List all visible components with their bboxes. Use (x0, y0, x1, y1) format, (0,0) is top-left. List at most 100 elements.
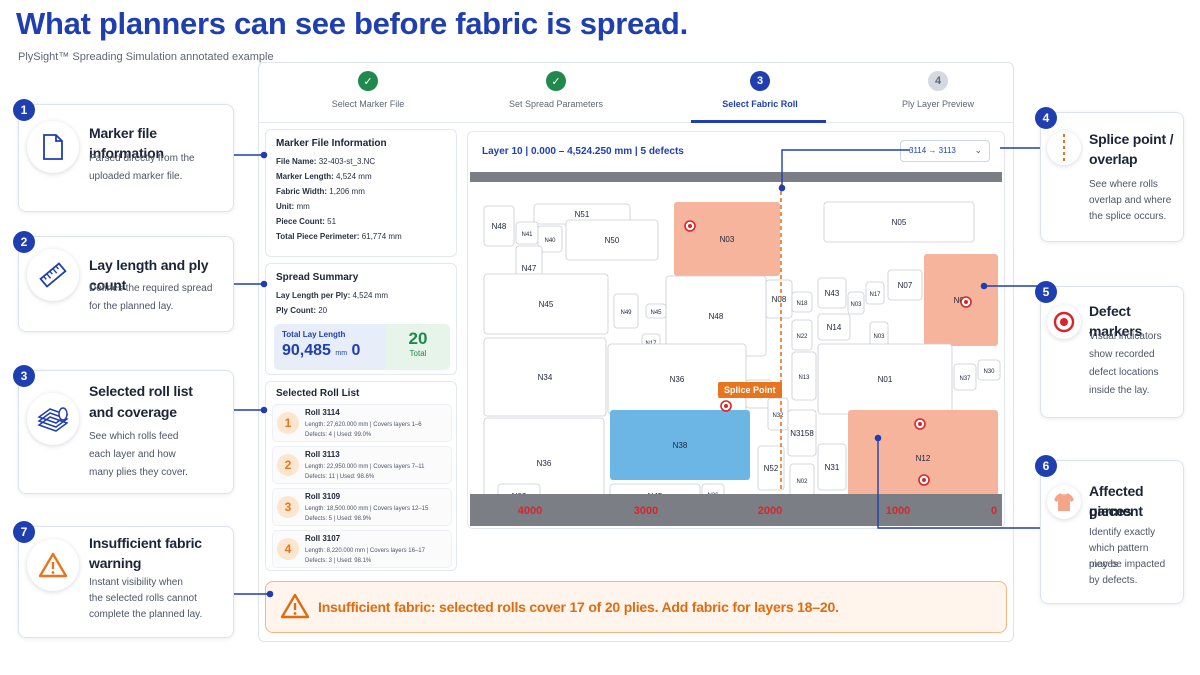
roll-item[interactable]: 4 Roll 3107 Length: 8,220.000 mm | Cover… (272, 530, 452, 568)
pattern-piece-n17[interactable] (865, 281, 885, 305)
pattern-piece-n07[interactable] (887, 269, 923, 301)
roll-transition-select[interactable]: 3114 → 3113 ⌄ (900, 140, 990, 162)
callout-defect-markers: 5 Defect markers Visual indicators show … (1035, 281, 1184, 418)
pattern-piece-n50[interactable] (565, 219, 659, 261)
splice-point-label: Splice Point (718, 382, 782, 398)
pattern-piece-n45[interactable] (483, 273, 609, 335)
pattern-piece-n43[interactable] (817, 277, 847, 309)
callout-number: 5 (1035, 281, 1057, 303)
defect-marker-icon[interactable] (960, 296, 972, 308)
pattern-piece-label: N18 (796, 301, 808, 307)
callout-body-2: the selected rolls cannot (89, 593, 197, 604)
marker-info-row: Marker Length: 4,524 mm (276, 172, 372, 181)
pattern-piece-label: N12 (916, 454, 931, 463)
pattern-piece-label: N36 (537, 459, 552, 468)
callout-title: Marker file information (89, 125, 164, 161)
callout-number: 6 (1035, 455, 1057, 477)
callout-title: Lay length and ply count (89, 257, 209, 293)
check-icon: ✓ (358, 71, 378, 91)
ruler-icon (27, 249, 79, 301)
pattern-piece-n3158[interactable] (787, 409, 817, 457)
pattern-piece-label: N14 (827, 323, 842, 332)
defect-marker-icon[interactable] (720, 400, 732, 412)
total-ply-count-label: Total (409, 349, 427, 358)
pattern-piece-n38[interactable] (610, 410, 750, 480)
pattern-piece-label: N01 (878, 375, 893, 384)
pattern-piece-n31[interactable] (817, 443, 847, 491)
step-set-spread-parameters[interactable]: ✓ Set Spread Parameters (481, 71, 631, 109)
document-icon (27, 121, 79, 173)
pattern-piece-n37[interactable] (953, 363, 977, 391)
callout-title: Defect markers (1089, 303, 1143, 339)
pattern-piece-label: N3158 (790, 429, 814, 438)
pattern-piece-n13[interactable] (791, 351, 817, 401)
callout-body-3: the splice occurs. (1089, 211, 1167, 222)
pattern-piece-n03[interactable] (674, 202, 780, 276)
callout-marker-file: 1 Marker file information Parsed directl… (13, 99, 234, 212)
pattern-piece-n49[interactable] (613, 293, 639, 329)
step-select-fabric-roll[interactable]: 3 Select Fabric Roll (685, 71, 835, 109)
defect-marker-icon[interactable] (684, 220, 696, 232)
marker-lay-canvas: N51 N48 N41 N40 N50 N47 N03 N05 N45 N08 N18 N43 N03 N… (470, 172, 1002, 526)
callout-body-1: Visual indicators (1089, 331, 1162, 342)
roll-length-coverage: Length: 18,500.000 mm | Covers layers 12… (305, 506, 429, 512)
defect-marker-icon (1047, 305, 1081, 339)
callout-number: 3 (13, 365, 35, 387)
roll-defects-usage: Defects: 3 | Used: 98.1% (305, 558, 372, 564)
roll-number: 1 (277, 412, 299, 434)
callout-title: Insufficient fabric (89, 535, 202, 551)
roll-defects-usage: Defects: 4 | Used: 99.0% (305, 432, 372, 438)
defect-marker-icon[interactable] (918, 474, 930, 486)
pattern-piece-n48[interactable] (483, 205, 515, 247)
pattern-piece-label: N52 (764, 464, 779, 473)
pattern-piece-label: N47 (522, 264, 537, 273)
page-subtitle: PlySight™ Spreading Simulation annotated… (18, 51, 274, 63)
callout-body-1: Defines the required spread (89, 283, 213, 294)
fabric-rolls-icon (27, 393, 79, 445)
pattern-piece-label: N03 (873, 334, 885, 340)
callout-body-3: defect locations (1089, 367, 1159, 378)
roll-number: 4 (277, 538, 299, 560)
roll-name: Roll 3109 (305, 492, 341, 501)
pattern-piece-label: N38 (673, 441, 688, 450)
pattern-piece-n18[interactable] (791, 291, 813, 313)
ruler-tick-label: 2000 (758, 505, 782, 517)
pattern-piece-n05[interactable] (823, 201, 975, 243)
roll-number: 3 (277, 496, 299, 518)
step-number: 3 (750, 71, 770, 91)
pattern-piece-label: N49 (620, 310, 632, 316)
callout-title-line2: warning (89, 555, 142, 571)
pattern-piece-n22[interactable] (791, 319, 813, 351)
pattern-piece-n52[interactable] (757, 445, 785, 491)
pattern-piece-n14[interactable] (817, 313, 851, 341)
callout-number: 1 (13, 99, 35, 121)
roll-item[interactable]: 1 Roll 3114 Length: 27,620.000 mm | Cove… (272, 404, 452, 442)
splice-icon (1047, 131, 1081, 165)
pattern-piece-label: N45 (539, 300, 554, 309)
defect-marker-icon[interactable] (914, 418, 926, 430)
pattern-piece-label: N43 (825, 289, 840, 298)
step-ply-layer-preview[interactable]: 4 Ply Layer Preview (863, 71, 1013, 109)
pattern-piece-n34[interactable] (483, 337, 607, 417)
total-lay-length-box: Total Lay Length 90,485 mm 0 20 Total (274, 324, 450, 370)
roll-defects-usage: Defects: 11 | Used: 98.6% (305, 474, 375, 480)
callout-title: Splice point / (1089, 131, 1174, 147)
callout-body-1: Instant visibility when (89, 577, 183, 588)
roll-defects-usage: Defects: 5 | Used: 98.9% (305, 516, 372, 522)
pattern-piece-n03[interactable] (847, 291, 865, 315)
pattern-piece-n40[interactable] (537, 225, 563, 253)
callout-body-3: many plies they cover. (89, 467, 188, 478)
pattern-piece-label: N31 (825, 463, 840, 472)
roll-list-heading: Selected Roll List (276, 388, 360, 399)
roll-length-coverage: Length: 8,220.000 mm | Covers layers 16–… (305, 548, 425, 554)
callout-body-3: may be impacted (1089, 559, 1166, 570)
pattern-piece-label: N07 (898, 281, 913, 290)
step-select-marker-file[interactable]: ✓ Select Marker File (293, 71, 443, 109)
marker-info-heading: Marker File Information (276, 138, 387, 149)
roll-item[interactable]: 2 Roll 3113 Length: 22,950.000 mm | Cove… (272, 446, 452, 484)
layer-summary: Layer 10 | 0.000 – 4,524.250 mm | 5 defe… (482, 146, 684, 157)
pattern-piece-n30[interactable] (977, 359, 1001, 381)
roll-item[interactable]: 3 Roll 3109 Length: 18,500.000 mm | Cove… (272, 488, 452, 526)
callout-body-2: for the planned lay. (89, 301, 174, 312)
callout-number: 4 (1035, 107, 1057, 129)
